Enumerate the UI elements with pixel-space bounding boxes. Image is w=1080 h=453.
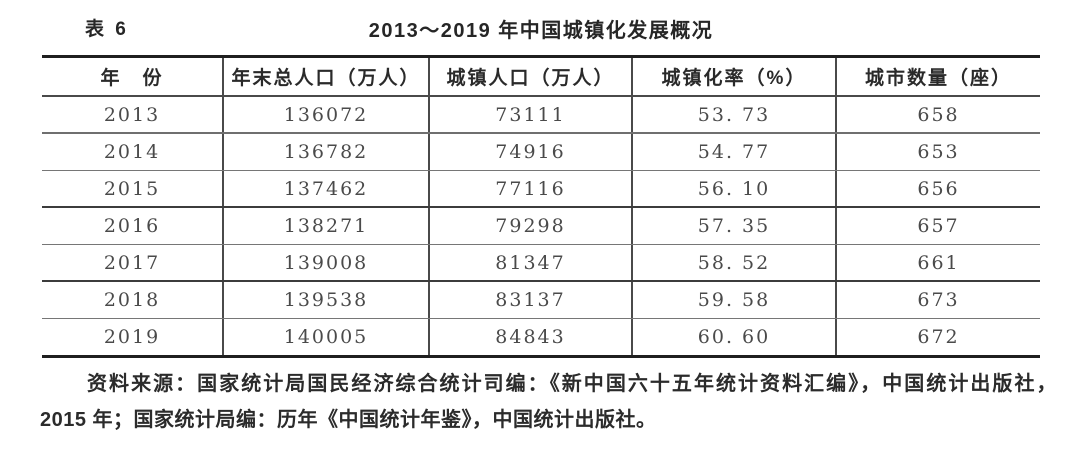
table-number-label: 表 6 — [85, 19, 129, 40]
source-note-line-2: 2015 年；国家统计局编：历年《中国统计年鉴》，中国统计出版社。 — [40, 409, 657, 431]
year-cell: 2013 — [42, 97, 224, 132]
value-cell: 60. 60 — [633, 319, 837, 355]
year-cell: 2015 — [42, 171, 224, 206]
year-cell: 2019 — [42, 319, 224, 355]
value-cell: 58. 52 — [633, 245, 837, 280]
value-cell: 57. 35 — [633, 208, 837, 244]
column-header-3: 城镇化率（%） — [633, 58, 837, 95]
year-cell: 2017 — [42, 245, 224, 280]
value-cell: 673 — [917, 289, 960, 311]
source-note: 资料来源：国家统计局国民经济综合统计司编：《新中国六十五年统计资料汇编》，中国统… — [40, 366, 1057, 438]
value-cell: 59. 58 — [633, 282, 837, 318]
table-row: 2016 138271 79298 57. 35 657 — [42, 208, 1040, 245]
table-caption: 表 6 2013～2019 年中国城镇化发展概况 — [42, 12, 1040, 42]
table-row: 2013 136072 73111 53. 73 658 — [42, 97, 1040, 134]
value-cell: 83137 — [430, 282, 633, 318]
value-cell: 77116 — [430, 171, 633, 206]
table-row: 2019 140005 84843 60. 60 672 — [42, 319, 1040, 355]
value-cell: 136782 — [224, 134, 430, 170]
table-row: 2014 136782 74916 54. 77 653 — [42, 134, 1040, 171]
value-cell: 658 — [917, 103, 960, 126]
table-header-row: 年 份年末总人口（万人） 城镇人口（万人） 城镇化率（%） 城市数量（座） — [42, 58, 1040, 97]
value-cell: 79298 — [430, 208, 633, 244]
value-cell: 672 — [917, 326, 960, 348]
value-cell: 653 — [917, 141, 960, 163]
year-cell: 2016 — [42, 208, 224, 244]
data-table: 年 份年末总人口（万人） 城镇人口（万人） 城镇化率（%） 城市数量（座） 2013 1… — [42, 55, 1040, 358]
value-cell: 136072 — [224, 97, 430, 132]
year-cell: 2018 — [42, 282, 224, 318]
value-cell: 74916 — [430, 134, 633, 170]
table-row: 2017 139008 81347 58. 52 661 — [42, 245, 1040, 282]
year-cell: 2014 — [42, 134, 224, 170]
value-cell: 56. 10 — [633, 171, 837, 206]
table-row: 2018 139538 83137 59. 58 673 — [42, 282, 1040, 319]
table-title: 2013～2019 年中国城镇化发展概况 — [368, 20, 714, 42]
table-row: 2015 137462 77116 56. 10 656 — [42, 171, 1040, 208]
column-header-4: 城市数量（座） — [864, 68, 1012, 89]
value-cell: 661 — [917, 251, 960, 274]
source-note-line-1: 资料来源：国家统计局国民经济综合统计司编：《新中国六十五年统计资料汇编》，中国统… — [87, 373, 1057, 395]
value-cell: 53. 73 — [633, 97, 837, 132]
table-body: 2013 136072 73111 53. 73 658 2014 136782 74916 5… — [42, 97, 1040, 355]
column-header-2: 城镇人口（万人） — [430, 58, 633, 95]
value-cell: 139538 — [224, 282, 430, 318]
value-cell: 54. 77 — [633, 134, 837, 170]
value-cell: 657 — [917, 215, 960, 237]
value-cell: 656 — [917, 177, 960, 200]
value-cell: 139008 — [224, 245, 430, 280]
value-cell: 84843 — [430, 319, 633, 355]
column-header-1: 年末总人口（万人） — [224, 58, 430, 95]
value-cell: 81347 — [430, 245, 633, 280]
value-cell: 73111 — [430, 97, 633, 132]
value-cell: 140005 — [224, 319, 430, 355]
value-cell: 137462 — [224, 171, 430, 206]
value-cell: 138271 — [224, 208, 430, 244]
column-header-0: 年 份 — [42, 58, 224, 95]
